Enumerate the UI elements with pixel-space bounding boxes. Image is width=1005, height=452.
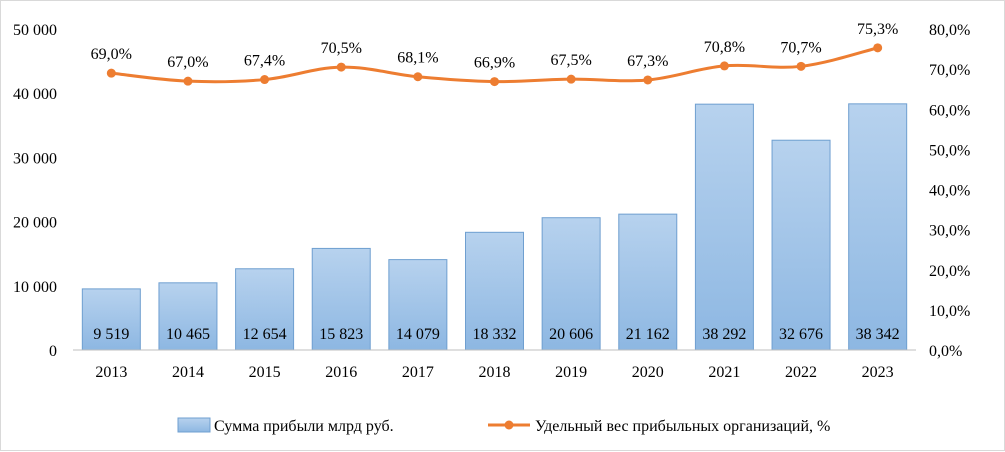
bar xyxy=(618,213,678,351)
line-point xyxy=(260,75,270,85)
bar xyxy=(771,139,831,351)
bar-value-label: 38 342 xyxy=(856,326,900,343)
bar-value-labels: 9 519 10 465 12 654 15 823 14 079 18 332 20 60… xyxy=(93,326,899,343)
x-axis-tick-label: 2020 xyxy=(632,364,664,381)
legend-label-bars: Сумма прибыли млрд руб. xyxy=(214,418,394,435)
legend-label-line: Удельный вес прибыльных организаций, % xyxy=(535,418,830,435)
line-value-label: 67,3% xyxy=(627,53,668,70)
x-axis-tick-label: 2021 xyxy=(708,364,740,381)
line-point xyxy=(106,68,116,78)
line-point xyxy=(183,76,193,86)
bar-value-label: 18 332 xyxy=(473,326,517,343)
bar xyxy=(158,282,218,351)
bar-value-label: 14 079 xyxy=(396,326,440,343)
left-axis-tick-label: 40 000 xyxy=(13,86,57,103)
right-axis-tick-label: 50,0% xyxy=(929,142,970,159)
line-value-label: 70,7% xyxy=(780,39,821,56)
bar-value-label: 20 606 xyxy=(549,326,593,343)
x-axis-tick-label: 2015 xyxy=(249,364,281,381)
line-point xyxy=(719,61,729,71)
bar xyxy=(311,247,371,351)
bar xyxy=(235,268,295,351)
line-point xyxy=(796,61,806,71)
legend-swatch-bars xyxy=(177,417,211,433)
x-axis-tick-label: 2023 xyxy=(862,364,894,381)
right-axis-tick-label: 0,0% xyxy=(929,343,962,360)
line-point xyxy=(873,43,883,53)
legend-swatch-marker xyxy=(504,420,514,430)
bar-value-label: 15 823 xyxy=(319,326,363,343)
bar-value-label: 38 292 xyxy=(702,326,746,343)
bar-value-label: 10 465 xyxy=(166,326,210,343)
line-point xyxy=(413,72,423,82)
left-axis-tick-label: 50 000 xyxy=(13,22,57,39)
bar-value-label: 21 162 xyxy=(626,326,670,343)
left-axis-tick-label: 0 xyxy=(49,343,57,360)
bar xyxy=(81,288,141,351)
bar-value-label: 12 654 xyxy=(243,326,287,343)
x-axis-tick-label: 2019 xyxy=(555,364,587,381)
line-series: 69,0% 67,0% 67,4% 70,5% 68,1% 66,9% 67,5% 67,3%… xyxy=(91,21,898,87)
x-axis-tick-label: 2014 xyxy=(172,364,204,381)
bar xyxy=(694,103,754,351)
legend: Сумма прибыли млрд руб. Удельный вес при… xyxy=(177,417,830,435)
line-value-label: 68,1% xyxy=(397,50,438,67)
left-axis: 0 10 000 20 000 30 000 40 000 50 000 xyxy=(13,22,57,360)
bar-value-label: 9 519 xyxy=(93,326,129,343)
line-value-label: 66,9% xyxy=(474,55,515,72)
x-axis-tick-label: 2013 xyxy=(95,364,127,381)
line-value-label: 69,0% xyxy=(91,46,132,63)
line-value-label: 67,0% xyxy=(167,54,208,71)
line-value-label: 67,5% xyxy=(550,52,591,69)
right-axis-tick-label: 40,0% xyxy=(929,183,970,200)
left-axis-tick-label: 20 000 xyxy=(13,215,57,232)
x-axis-tick-label: 2016 xyxy=(325,364,357,381)
line-point xyxy=(490,77,499,87)
bar-value-label: 32 676 xyxy=(779,326,823,343)
bar xyxy=(848,103,908,351)
right-axis-tick-label: 20,0% xyxy=(929,263,970,280)
line-value-label: 70,8% xyxy=(704,39,745,56)
line-value-label: 70,5% xyxy=(321,40,362,57)
x-axis-tick-label: 2022 xyxy=(785,364,817,381)
left-axis-tick-label: 30 000 xyxy=(13,150,57,167)
right-axis: 0,0% 10,0% 20,0% 30,0% 40,0% 50,0% 60,0% 70,0% 8… xyxy=(929,22,970,360)
bar xyxy=(465,231,524,351)
right-axis-tick-label: 70,0% xyxy=(929,62,970,79)
bar-series xyxy=(81,103,908,351)
line-value-label: 67,4% xyxy=(244,53,285,70)
line-value-label: 75,3% xyxy=(857,21,898,38)
x-axis-tick-label: 2018 xyxy=(479,364,511,381)
line-point xyxy=(643,75,653,85)
x-axis-tick-label: 2017 xyxy=(402,364,434,381)
line-point xyxy=(336,62,346,72)
right-axis-tick-label: 80,0% xyxy=(929,22,970,39)
right-axis-tick-label: 60,0% xyxy=(929,102,970,119)
right-axis-tick-label: 30,0% xyxy=(929,223,970,240)
x-axis: 2013 2014 2015 2016 2017 2018 2019 2020 2021 2022… xyxy=(95,364,893,381)
left-axis-tick-label: 10 000 xyxy=(13,279,57,296)
right-axis-tick-label: 10,0% xyxy=(929,303,970,320)
line-point xyxy=(566,74,576,84)
